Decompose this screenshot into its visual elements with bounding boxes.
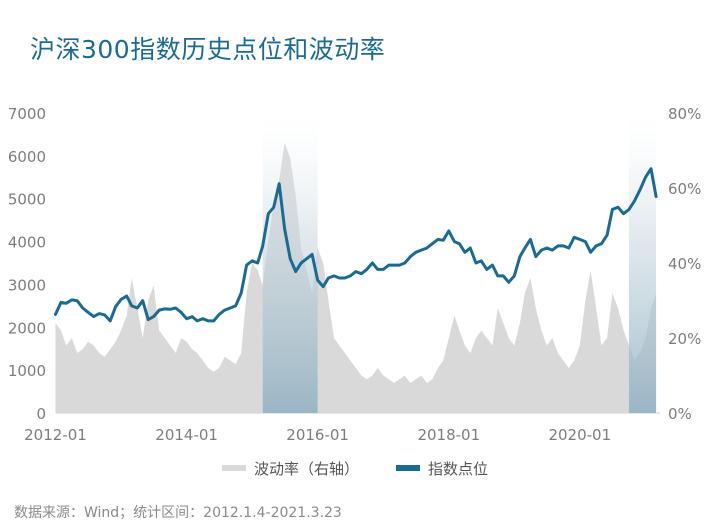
- x-tick-label: 2016-01: [286, 426, 349, 444]
- y-right-tick-label: 60%: [668, 180, 701, 198]
- index-line-layer: [54, 167, 658, 323]
- y-left-tick-label: 7000: [8, 105, 46, 123]
- y-left-tick-label: 3000: [8, 276, 46, 294]
- volatility-area: [55, 143, 657, 413]
- y-left-tick-label: 2000: [8, 319, 46, 337]
- y-left-tick-label: 0: [36, 405, 46, 423]
- legend-swatch-index: [396, 465, 420, 471]
- highlight-band: [628, 113, 657, 413]
- y-left-tick-label: 1000: [8, 362, 46, 380]
- y-right-tick-label: 80%: [668, 105, 701, 123]
- x-tick-label: 2018-01: [417, 426, 480, 444]
- y-left-tick-label: 6000: [8, 148, 46, 166]
- chart-title: 沪深300指数历史点位和波动率: [30, 35, 386, 64]
- legend-label-index: 指数点位: [428, 460, 488, 478]
- x-tick-label: 2020-01: [548, 426, 611, 444]
- highlight-bands: [262, 113, 657, 413]
- legend-swatch-volatility: [222, 465, 246, 471]
- y-right-tick-label: 0%: [668, 405, 692, 423]
- y-right-tick-label: 40%: [668, 255, 701, 273]
- x-tick-label: 2014-01: [155, 426, 218, 444]
- legend-label-volatility: 波动率（右轴）: [254, 460, 359, 478]
- y-left-tick-label: 4000: [8, 234, 46, 252]
- y-left-tick-label: 5000: [8, 191, 46, 209]
- chart-axes: 0 1000 2000 3000 4000 5000 6000 7000 0% 20% 40% 60%…: [8, 105, 702, 444]
- highlight-band: [262, 113, 318, 413]
- legend: 波动率（右轴） 指数点位: [222, 460, 488, 478]
- data-source-note: 数据来源：Wind；统计区间：2012.1.4-2021.3.23: [14, 505, 342, 521]
- volatility-area-layer: [55, 143, 657, 413]
- x-tick-label: 2012-01: [24, 426, 87, 444]
- index-line: [54, 167, 658, 323]
- y-right-tick-label: 20%: [668, 330, 701, 348]
